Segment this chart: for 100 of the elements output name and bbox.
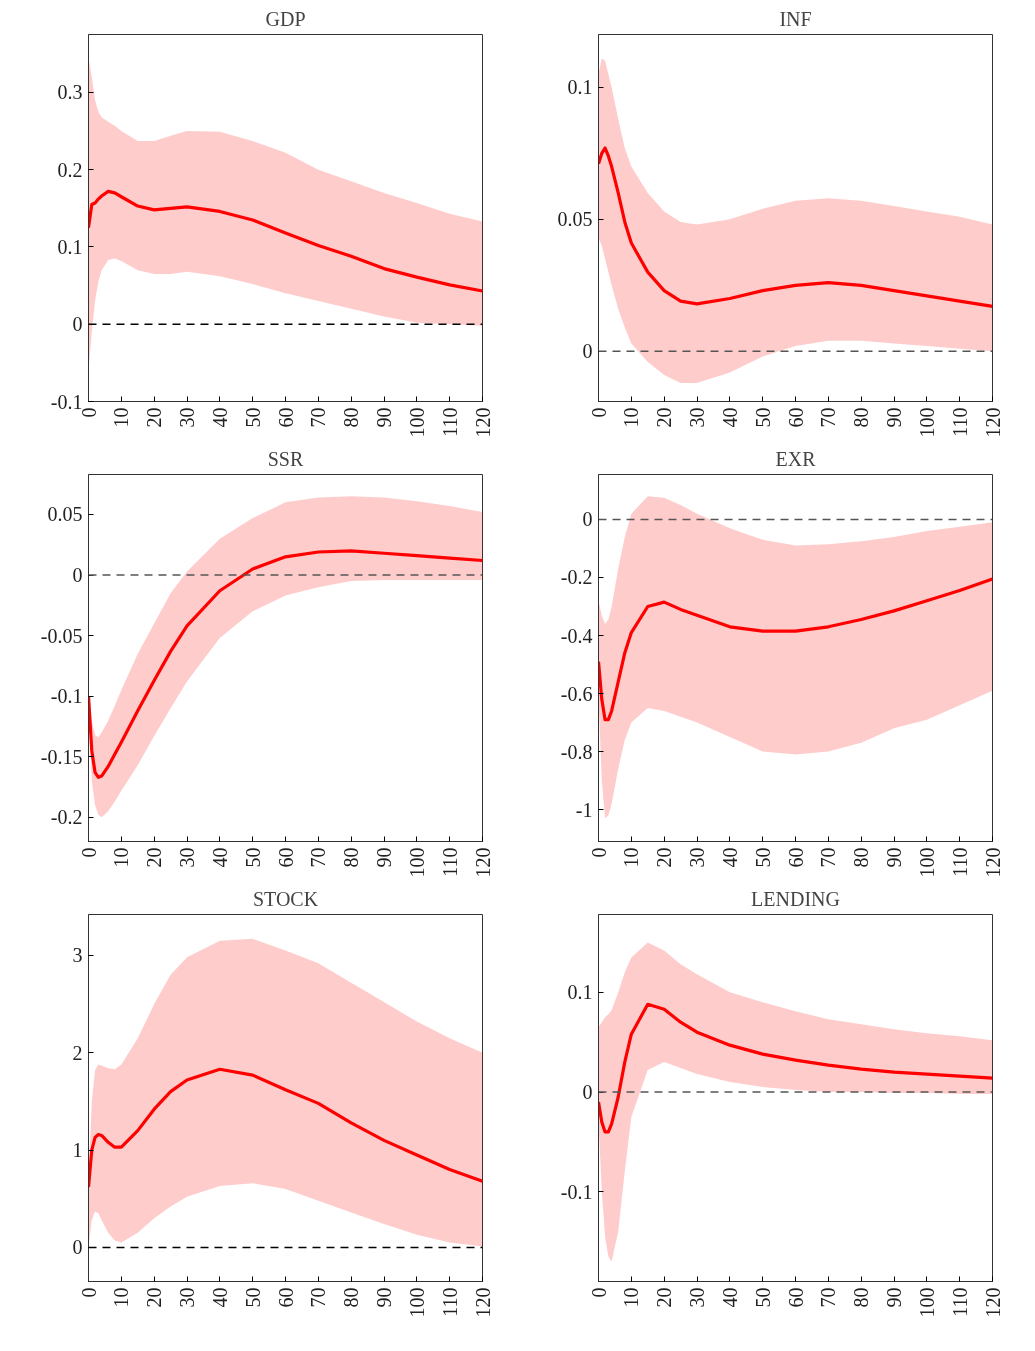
x-tick-label: 100 <box>405 1287 428 1318</box>
x-tick-label: 90 <box>373 407 395 428</box>
y-tick-label: -0.1 <box>50 685 83 708</box>
x-tick-label: 60 <box>784 407 807 428</box>
x-tick-label: 50 <box>241 847 264 868</box>
x-tick-label: 20 <box>653 847 676 868</box>
x-tick-label: 40 <box>208 1287 231 1308</box>
chart-title: STOCK <box>252 887 319 910</box>
x-tick-label: 20 <box>143 847 166 868</box>
x-tick-label: 20 <box>653 407 676 428</box>
y-tick-label: -1 <box>575 798 593 821</box>
x-tick-label: 20 <box>143 407 166 428</box>
x-tick-label: 50 <box>751 847 774 868</box>
x-tick-label: 90 <box>883 1287 905 1308</box>
chart-title: LENDING <box>751 887 840 910</box>
x-tick-label: 70 <box>307 1287 330 1308</box>
x-tick-label: 20 <box>143 1287 166 1308</box>
x-tick-label: 30 <box>176 1287 198 1308</box>
y-tick-label: -0.2 <box>50 806 83 829</box>
y-tick-label: 0 <box>72 313 83 336</box>
y-tick-label: -0.8 <box>560 740 593 763</box>
x-tick-label: 50 <box>241 407 264 428</box>
x-tick-label: 110 <box>438 1287 461 1317</box>
x-tick-label: 10 <box>110 847 133 868</box>
y-tick-label: 0.2 <box>57 158 83 181</box>
y-tick-label: 0.1 <box>567 76 593 99</box>
y-tick-label: 1 <box>72 1139 83 1162</box>
x-tick-label: 40 <box>718 407 741 428</box>
y-tick-label: 0 <box>72 564 83 587</box>
x-tick-label: 90 <box>883 407 905 428</box>
y-tick-label: -0.15 <box>40 745 83 768</box>
x-tick-label: 120 <box>471 847 494 878</box>
x-tick-label: 40 <box>718 1287 741 1308</box>
x-tick-label: 120 <box>471 407 494 438</box>
x-tick-label: 70 <box>307 847 330 868</box>
x-tick-label: 10 <box>110 407 133 428</box>
x-tick-label: 40 <box>208 847 231 868</box>
x-tick-label: 60 <box>274 1287 297 1308</box>
x-tick-label: 100 <box>915 407 938 438</box>
x-tick-label: 10 <box>110 1287 133 1308</box>
x-tick-label: 80 <box>850 407 873 428</box>
x-tick-label: 70 <box>817 847 840 868</box>
x-tick-label: 30 <box>686 407 708 428</box>
x-tick-label: 10 <box>620 847 643 868</box>
x-tick-label: 100 <box>405 847 428 878</box>
x-tick-label: 80 <box>340 407 363 428</box>
x-tick-label: 70 <box>817 407 840 428</box>
y-tick-label: -0.1 <box>560 1180 593 1203</box>
chart-title: INF <box>779 7 812 30</box>
x-tick-label: 110 <box>438 407 461 437</box>
x-tick-label: 50 <box>751 407 774 428</box>
x-tick-label: 80 <box>850 1287 873 1308</box>
y-tick-label: 0 <box>72 1236 83 1259</box>
x-tick-label: 60 <box>274 407 297 428</box>
x-tick-label: 120 <box>981 847 1004 878</box>
x-tick-label: 90 <box>883 847 905 868</box>
y-tick-label: -0.1 <box>50 390 83 413</box>
x-tick-label: 100 <box>405 407 428 438</box>
chart-title: GDP <box>265 7 306 30</box>
y-tick-label: -0.6 <box>560 682 593 705</box>
y-tick-label: 0 <box>582 508 593 531</box>
x-tick-label: 80 <box>340 847 363 868</box>
x-tick-label: 30 <box>686 847 708 868</box>
x-tick-label: 60 <box>784 847 807 868</box>
y-tick-label: 0.1 <box>567 981 593 1004</box>
y-tick-label: -0.4 <box>560 624 593 647</box>
x-tick-label: 30 <box>686 1287 708 1308</box>
x-tick-label: 90 <box>373 847 395 868</box>
x-tick-label: 120 <box>981 1287 1004 1318</box>
x-tick-label: 70 <box>817 1287 840 1308</box>
y-tick-label: 0.05 <box>47 503 83 526</box>
y-tick-label: 0.3 <box>57 81 83 104</box>
x-tick-label: 90 <box>373 1287 395 1308</box>
x-tick-label: 110 <box>438 847 461 877</box>
x-tick-label: 120 <box>471 1287 494 1318</box>
x-tick-label: 50 <box>241 1287 264 1308</box>
x-tick-label: 120 <box>981 407 1004 438</box>
x-tick-label: 70 <box>307 407 330 428</box>
x-tick-label: 80 <box>850 847 873 868</box>
chart-title: SSR <box>267 447 304 470</box>
x-tick-label: 40 <box>208 407 231 428</box>
y-tick-label: 0.1 <box>57 235 83 258</box>
y-tick-label: 0.05 <box>557 208 593 231</box>
x-tick-label: 110 <box>948 1287 971 1317</box>
x-tick-label: 110 <box>948 407 971 437</box>
x-tick-label: 60 <box>274 847 297 868</box>
x-tick-label: 80 <box>340 1287 363 1308</box>
x-tick-label: 100 <box>915 847 938 878</box>
x-tick-label: 30 <box>176 407 198 428</box>
x-tick-label: 100 <box>915 1287 938 1318</box>
x-tick-label: 20 <box>653 1287 676 1308</box>
y-tick-label: 3 <box>72 944 83 967</box>
y-tick-label: 0 <box>582 1081 593 1104</box>
x-tick-label: 40 <box>718 847 741 868</box>
x-tick-label: 60 <box>784 1287 807 1308</box>
y-tick-label: 2 <box>72 1041 83 1064</box>
chart-title: EXR <box>775 447 817 470</box>
x-tick-label: 50 <box>751 1287 774 1308</box>
x-tick-label: 30 <box>176 847 198 868</box>
x-tick-label: 10 <box>620 1287 643 1308</box>
